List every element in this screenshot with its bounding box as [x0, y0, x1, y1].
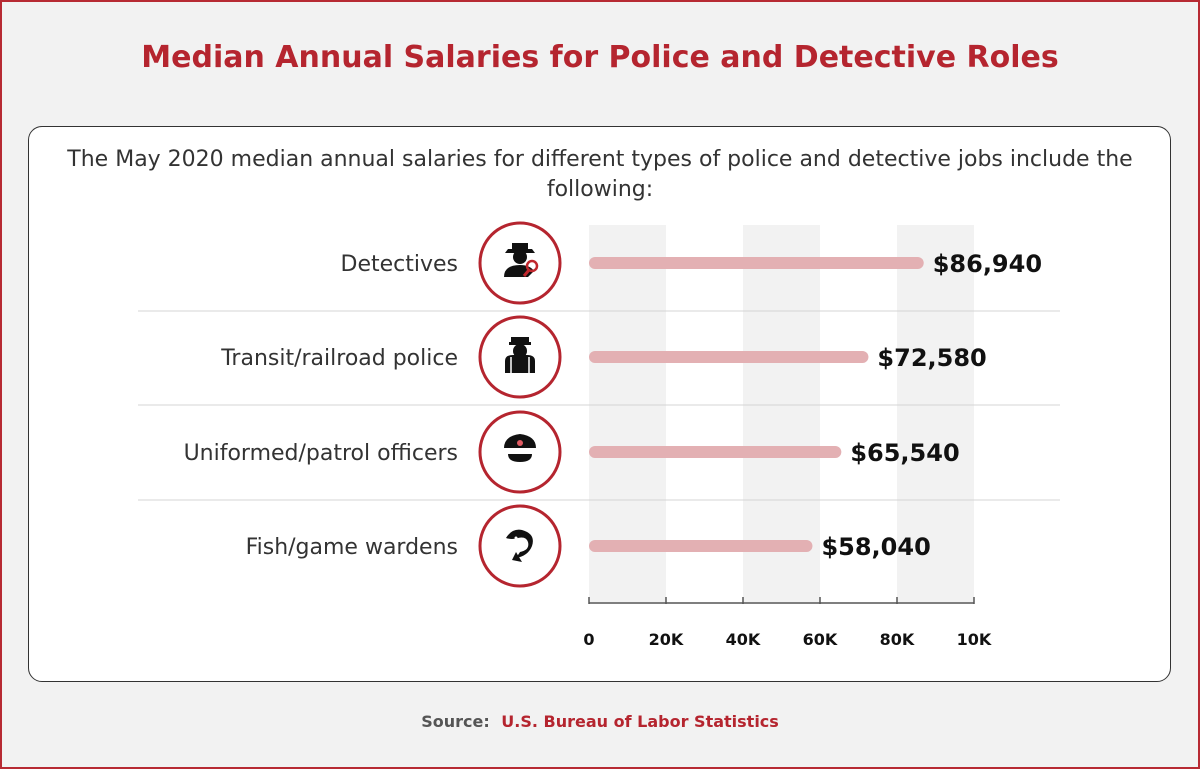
- category-label: Detectives: [341, 252, 459, 277]
- value-label: $58,040: [821, 533, 930, 561]
- police-cap-icon: [504, 434, 536, 462]
- x-tick-label: 40K: [726, 630, 761, 649]
- value-label: $65,540: [850, 439, 959, 467]
- bar: [589, 351, 869, 363]
- x-tick-label: 0: [583, 630, 594, 649]
- chart-subtitle: The May 2020 median annual salaries for …: [67, 147, 1133, 202]
- grid-band: [743, 225, 820, 602]
- category-label: Transit/railroad police: [220, 346, 458, 371]
- transit-officer-icon: [505, 337, 535, 373]
- grid-band: [897, 225, 974, 602]
- source-value: U.S. Bureau of Labor Statistics: [501, 712, 779, 731]
- category-label: Fish/game wardens: [246, 535, 458, 560]
- value-label: $86,940: [933, 250, 1042, 278]
- value-label: $72,580: [877, 344, 986, 372]
- x-tick-label: 60K: [803, 630, 838, 649]
- bar: [589, 257, 924, 269]
- source-label: Source:: [421, 712, 490, 731]
- grid-band: [589, 225, 666, 602]
- x-tick-label: 20K: [649, 630, 684, 649]
- bar: [589, 540, 813, 552]
- icon-circle: [478, 504, 562, 588]
- detective-icon: [504, 243, 539, 277]
- fish-icon: [506, 529, 533, 562]
- x-tick-label: 10K: [957, 630, 992, 649]
- source-line: Source: U.S. Bureau of Labor Statistics: [0, 712, 1200, 731]
- x-tick-label: 80K: [880, 630, 915, 649]
- page-title: Median Annual Salaries for Police and De…: [141, 40, 1059, 75]
- bar: [589, 446, 842, 458]
- category-label: Uniformed/patrol officers: [184, 441, 458, 466]
